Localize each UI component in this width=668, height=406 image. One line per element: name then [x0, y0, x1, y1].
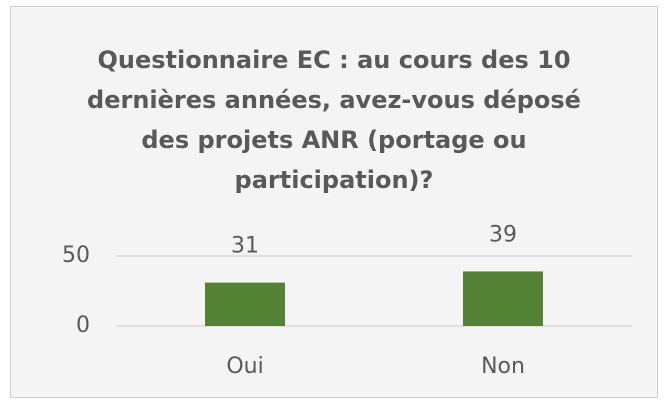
chart-title: Questionnaire EC : au cours des 10 derni… — [87, 46, 581, 194]
bar — [205, 282, 285, 326]
chart-panel — [10, 6, 658, 398]
x-tick-label: Non — [481, 354, 525, 379]
y-tick-label: 0 — [76, 313, 90, 338]
bar — [463, 271, 543, 326]
value-label: 39 — [489, 222, 517, 247]
value-label: 31 — [231, 234, 259, 259]
x-tick-label: Oui — [226, 354, 263, 379]
y-tick-label: 50 — [62, 243, 90, 268]
